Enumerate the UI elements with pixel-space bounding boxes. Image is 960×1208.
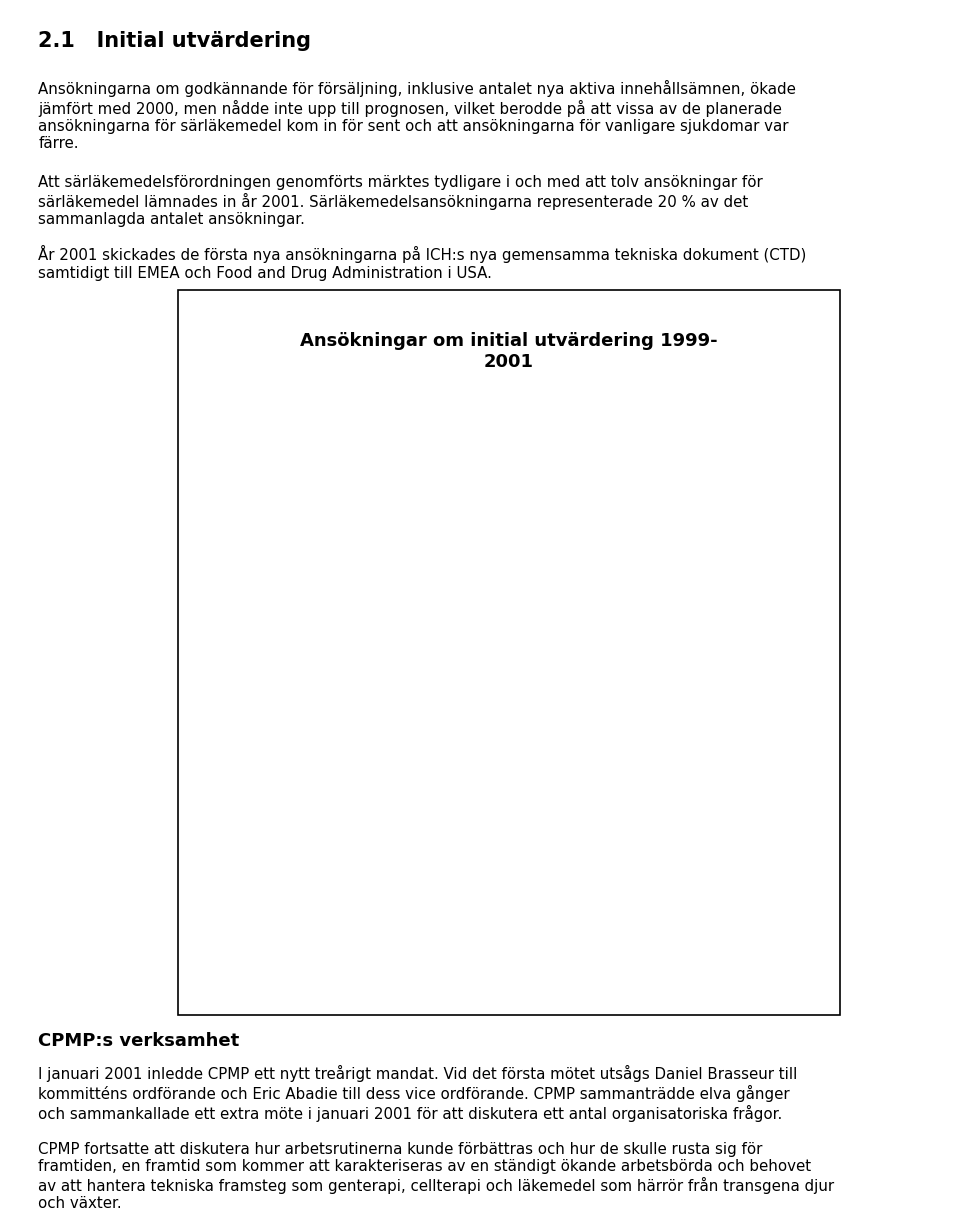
Text: 54: 54 [480, 571, 501, 586]
Text: 58: 58 [672, 561, 693, 576]
Text: Att särläkemedelsförordningen genomförts märktes tydligare i och med att tolv an: Att särläkemedelsförordningen genomförts… [38, 175, 763, 227]
Text: Nyaansökningar (per läkemedel): Nyaansökningar (per läkemedel) [265, 791, 492, 806]
Bar [512, 510, 554, 722]
Bar [230, 853, 254, 900]
Bar [469, 435, 512, 722]
Bar [230, 942, 254, 989]
Text: Särläkemedel (inkluderade I det sammanlagda antalet
ansökningar): Särläkemedel (inkluderade I det sammanla… [265, 951, 645, 981]
Bar [704, 510, 746, 722]
Text: CPMP fortsatte att diskutera hur arbetsrutinerna kunde förbättras och hur de sku: CPMP fortsatte att diskutera hur arbetsr… [38, 1142, 834, 1208]
Bar [230, 774, 254, 821]
Text: Nya ansökningar (per aktiv substans): Nya ansökningar (per aktiv substans) [265, 870, 525, 884]
Bar [320, 525, 362, 722]
Text: 40: 40 [522, 609, 543, 623]
Text: 2.1   Initial utvärdering: 2.1 Initial utvärdering [38, 31, 311, 52]
Text: År 2001 skickades de första nya ansökningarna på ICH:s nya gemensamma tekniska d: År 2001 skickades de första nya ansöknin… [38, 245, 806, 280]
Text: I januari 2001 inledde CPMP ett nytt treårigt mandat. Vid det första mötet utsåg: I januari 2001 inledde CPMP ett nytt tre… [38, 1065, 798, 1122]
FancyBboxPatch shape [216, 741, 802, 1003]
Text: Ansökningarna om godkännande för försäljning, inklusive antalet nya aktiva inneh: Ansökningarna om godkännande för försälj… [38, 80, 796, 151]
Text: 40: 40 [714, 609, 735, 623]
Text: Ansökningar om initial utvärdering 1999-
2001: Ansökningar om initial utvärdering 1999-… [300, 332, 718, 371]
Bar [554, 712, 596, 722]
Text: CPMP:s verksamhet: CPMP:s verksamhet [38, 1032, 240, 1050]
Text: 2: 2 [569, 709, 581, 725]
Bar [661, 414, 704, 722]
Text: 37: 37 [330, 616, 351, 632]
Bar [277, 452, 320, 722]
Text: 12: 12 [756, 683, 778, 698]
Text: 51: 51 [288, 580, 309, 594]
Bar [746, 658, 788, 722]
